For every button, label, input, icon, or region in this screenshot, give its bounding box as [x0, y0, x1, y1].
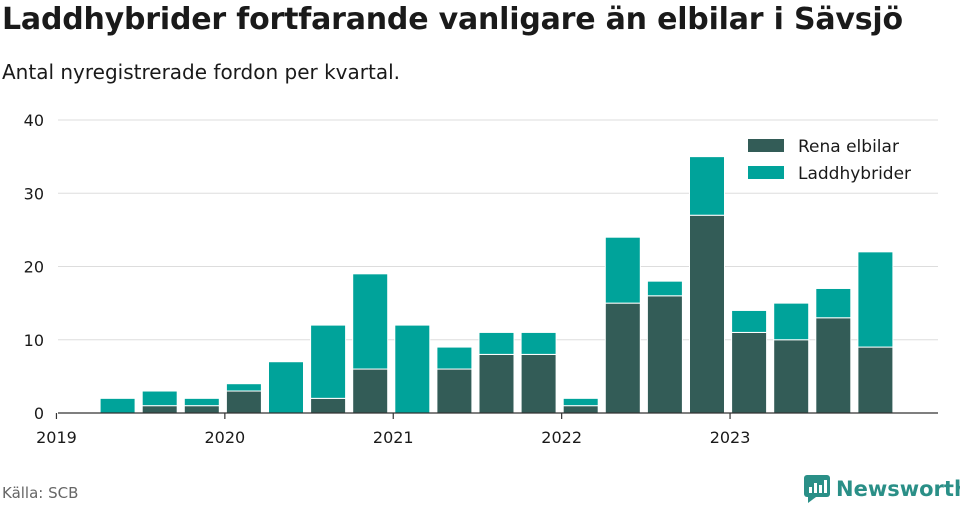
bar-laddhybrider: [478, 331, 515, 355]
y-tick-label: 20: [24, 258, 44, 277]
bar-laddhybrider: [689, 156, 725, 216]
bar-rena-elbilar: [478, 353, 515, 414]
bar-rena-elbilar: [773, 339, 810, 414]
bar-rena-elbilar: [857, 346, 894, 414]
legend: Rena elbilar Laddhybrider: [748, 137, 911, 184]
y-tick-label: 40: [24, 111, 44, 130]
x-tick-label: 2020: [204, 428, 245, 447]
legend-label: Laddhybrider: [798, 164, 911, 184]
chart-subtitle: Antal nyregistrerade fordon per kvartal.: [2, 60, 401, 84]
bar-laddhybrider: [773, 302, 810, 341]
bar-laddhybrider: [183, 397, 220, 407]
bar-laddhybrider: [394, 324, 431, 414]
x-tick-label: 2019: [36, 428, 77, 447]
y-tick-label: 30: [24, 184, 44, 203]
legend-label: Rena elbilar: [798, 137, 899, 157]
legend-swatch: [748, 166, 784, 179]
bar-rena-elbilar: [815, 317, 852, 414]
bar-rena-elbilar: [352, 368, 389, 414]
bar-rena-elbilar: [604, 302, 641, 414]
bar-laddhybrider: [857, 251, 894, 348]
brand-logo: Newsworthy: [804, 474, 960, 504]
bar-rena-elbilar: [646, 295, 683, 414]
bar-laddhybrider: [99, 397, 136, 414]
x-tick-label: 2022: [541, 428, 582, 447]
bar-laddhybrider: [352, 273, 389, 370]
newsworthy-logo-icon: [804, 475, 830, 503]
bar-laddhybrider: [646, 280, 683, 297]
chart-title: Laddhybrider fortfarande vanligare än el…: [2, 2, 903, 37]
bar-rena-elbilar: [183, 405, 220, 414]
x-tick-label: 2023: [710, 428, 751, 447]
bar-laddhybrider: [731, 309, 768, 333]
legend-swatch: [748, 139, 784, 152]
y-tick-label: 10: [24, 331, 44, 350]
x-tick-label: 2021: [373, 428, 414, 447]
bar-rena-elbilar: [520, 353, 557, 414]
bar-rena-elbilar: [310, 397, 347, 414]
bar-rena-elbilar: [141, 405, 178, 414]
y-tick-label: 0: [34, 404, 44, 423]
stacked-bar-chart: 0 10 20 30 40 2019 2020 2021 2022 2023 Rena elbila…: [24, 111, 938, 447]
bar-laddhybrider: [436, 346, 473, 370]
bar-rena-elbilar: [436, 368, 473, 414]
bar-laddhybrider: [310, 324, 347, 399]
bar-rena-elbilar: [562, 405, 599, 414]
bar-laddhybrider: [562, 397, 599, 407]
bar-rena-elbilar: [731, 331, 768, 414]
bar-laddhybrider: [268, 361, 304, 414]
bar-rena-elbilar: [225, 390, 262, 414]
bar-laddhybrider: [815, 287, 852, 319]
bar-laddhybrider: [604, 236, 641, 304]
bar-laddhybrider: [141, 390, 178, 407]
bar-laddhybrider: [520, 331, 557, 355]
brand-name: Newsworthy: [836, 477, 960, 501]
bar-rena-elbilar: [689, 214, 725, 414]
source-note: Källa: SCB: [2, 484, 79, 502]
bar-laddhybrider: [225, 383, 262, 392]
